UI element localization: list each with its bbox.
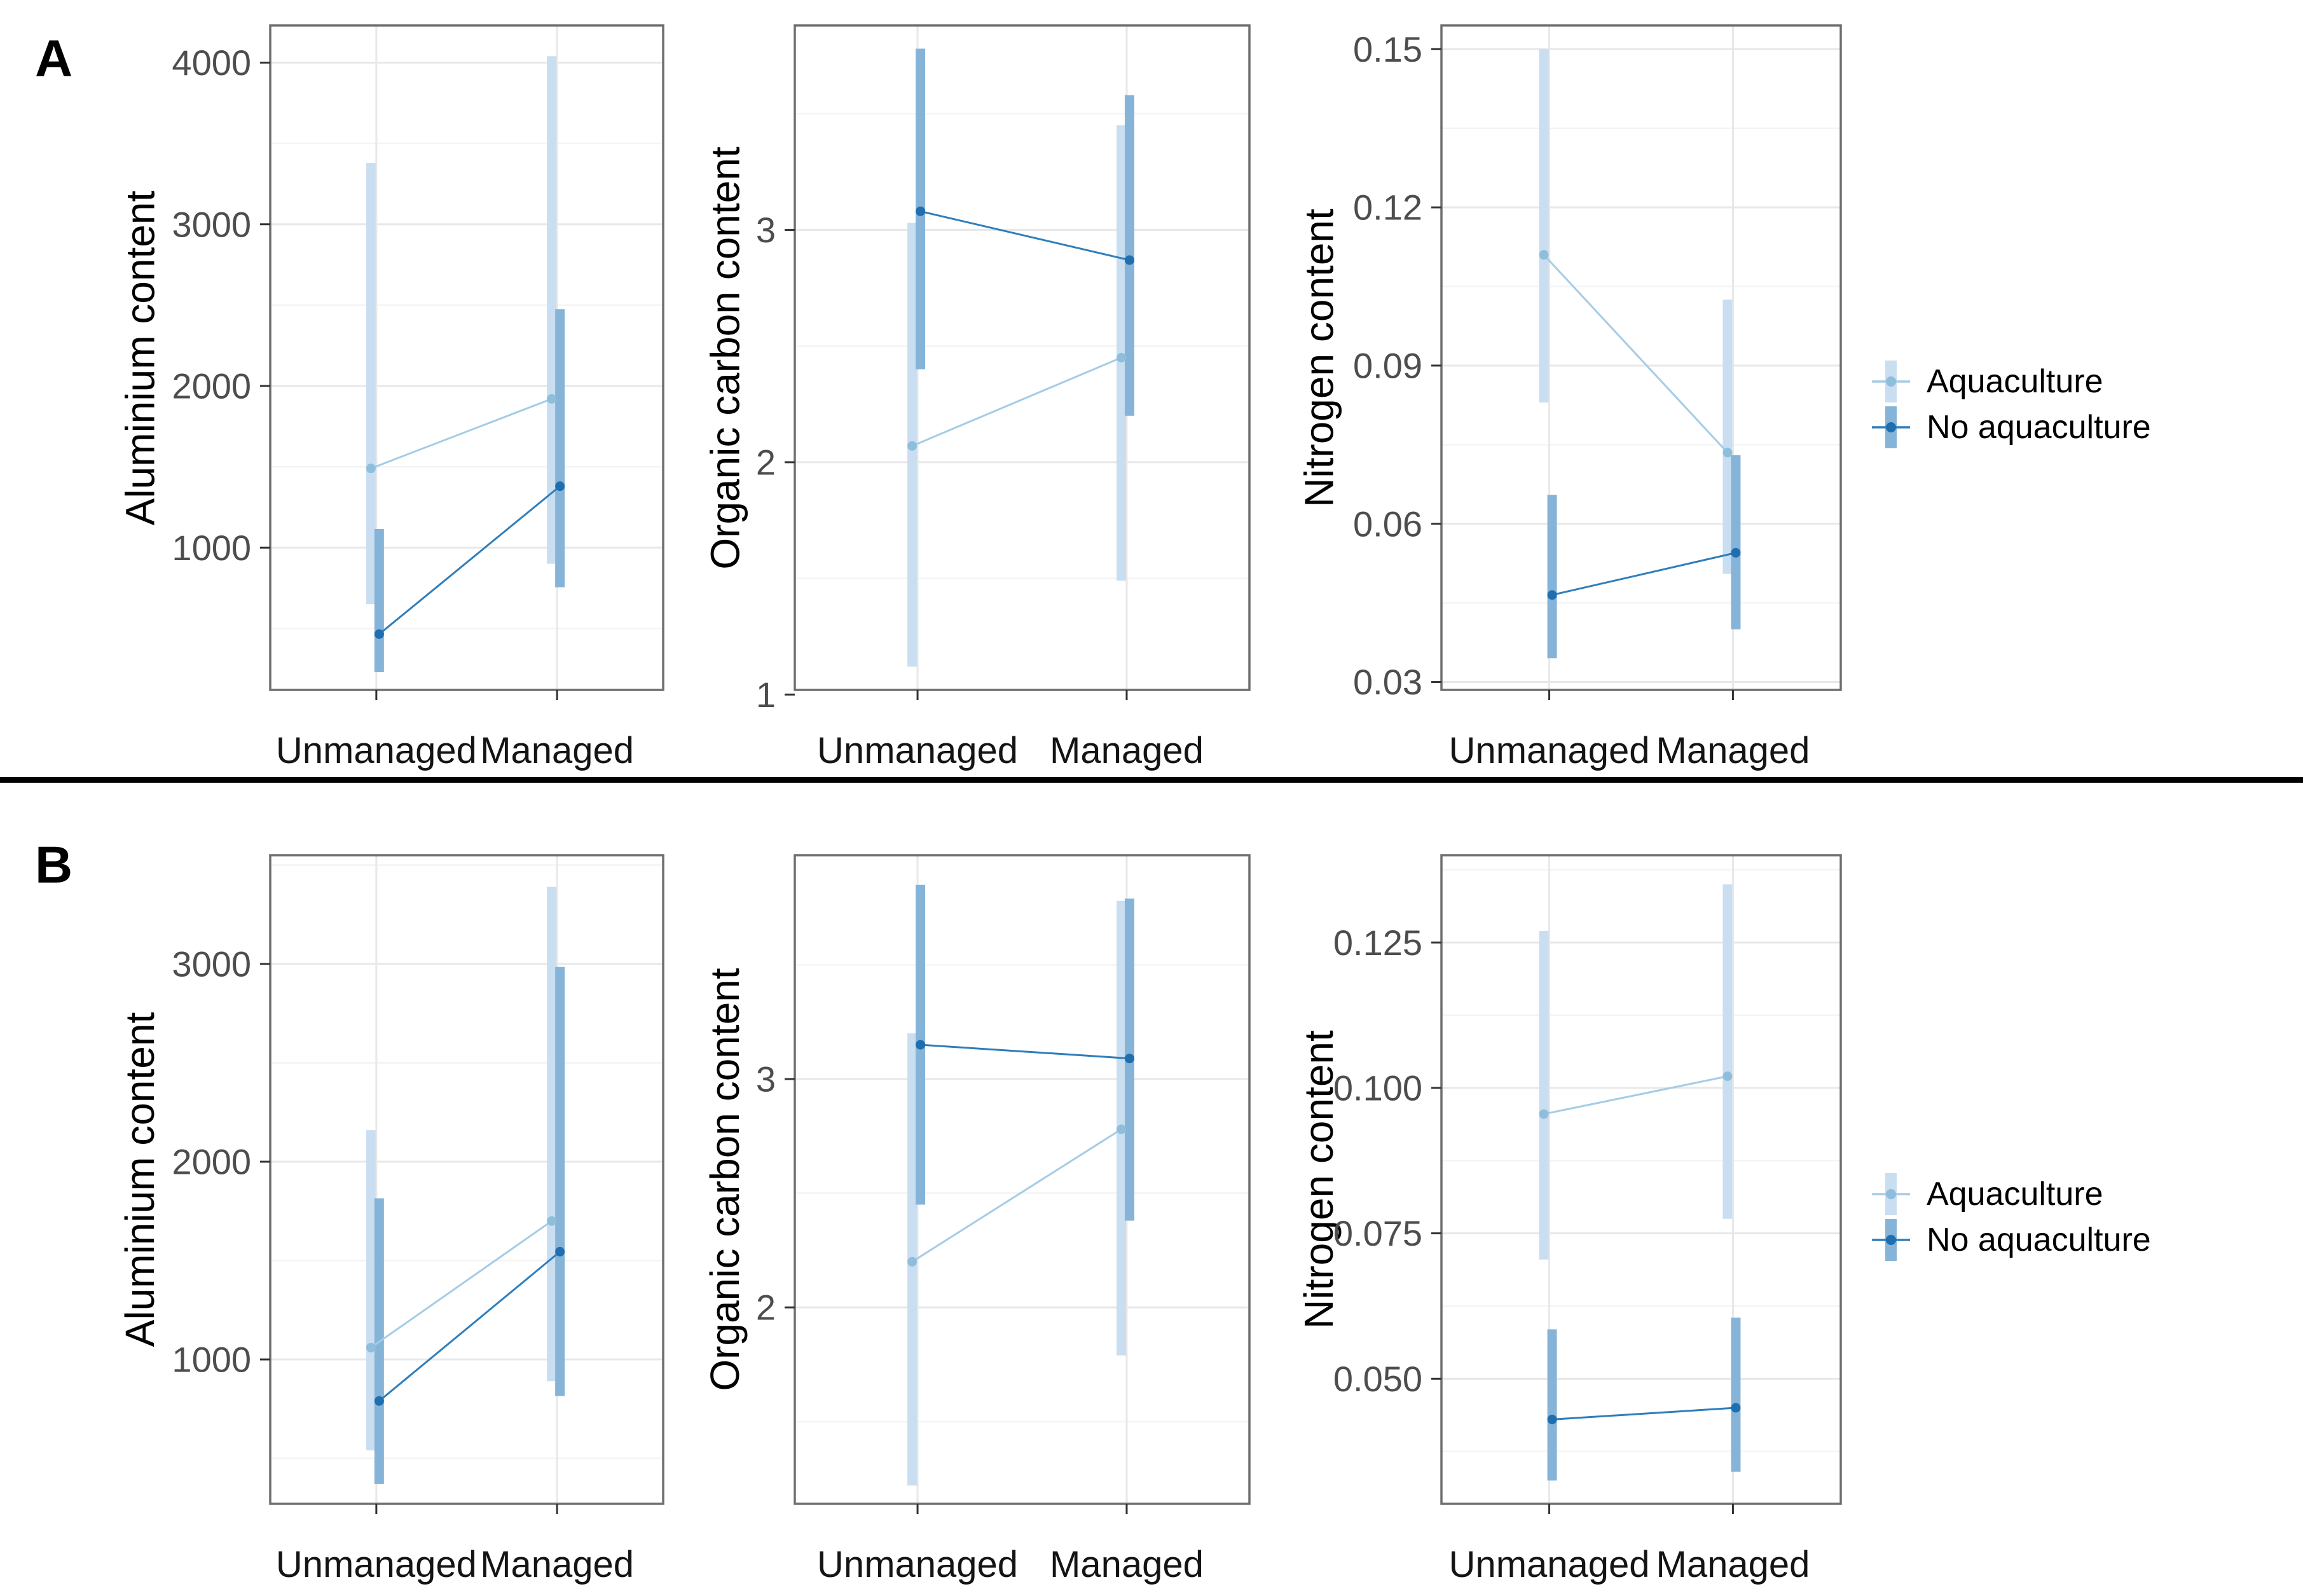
legend-label-no-aquaculture: No aquaculture: [1927, 1221, 2151, 1258]
svg-text:Unmanaged: Unmanaged: [1449, 730, 1650, 771]
no-aquaculture-key-icon: [1872, 1219, 1910, 1261]
legend-row-a: Aquaculture No aquaculture: [1871, 359, 2151, 450]
svg-text:1000: 1000: [172, 528, 251, 568]
legend-row-b: Aquaculture No aquaculture: [1871, 1171, 2151, 1263]
svg-text:0.12: 0.12: [1353, 188, 1422, 228]
svg-text:2: 2: [756, 1288, 776, 1328]
svg-text:Unmanaged: Unmanaged: [1449, 1544, 1650, 1585]
svg-text:Managed: Managed: [480, 730, 634, 771]
svg-text:3: 3: [756, 1059, 776, 1099]
panel-a-aluminium: 1000 2000 3000 4000 Unmanaged Managed: [172, 24, 664, 771]
no-aquaculture-key-icon: [1872, 406, 1910, 448]
svg-text:Unmanaged: Unmanaged: [276, 730, 477, 771]
legend-item-aquaculture: Aquaculture: [1871, 359, 2151, 404]
svg-text:0.06: 0.06: [1353, 504, 1422, 544]
row-label-b: B: [35, 836, 73, 894]
svg-text:Unmanaged: Unmanaged: [817, 730, 1018, 771]
svg-text:Managed: Managed: [1656, 730, 1810, 771]
row-separator-line: [0, 777, 2303, 783]
svg-text:0.125: 0.125: [1333, 923, 1422, 963]
svg-text:2: 2: [756, 443, 776, 483]
svg-text:0.09: 0.09: [1353, 346, 1422, 386]
svg-text:0.075: 0.075: [1333, 1213, 1422, 1253]
svg-text:3000: 3000: [172, 944, 251, 984]
legend-item-aquaculture: Aquaculture: [1871, 1171, 2151, 1217]
svg-text:2000: 2000: [172, 1142, 251, 1182]
svg-text:0.100: 0.100: [1333, 1068, 1422, 1108]
panel-b-organic-carbon: 2 3 Unmanaged Managed: [756, 854, 1251, 1585]
svg-text:2000: 2000: [172, 366, 251, 406]
panel-b-nitrogen: 0.050 0.075 0.100 0.125 Unmanaged Managed: [1333, 854, 1842, 1585]
row-label-a: A: [35, 30, 73, 88]
svg-text:Managed: Managed: [1656, 1544, 1810, 1585]
legend-label-no-aquaculture: No aquaculture: [1927, 409, 2151, 446]
svg-text:0.03: 0.03: [1353, 662, 1422, 702]
legend-item-no-aquaculture: No aquaculture: [1871, 1217, 2151, 1263]
aquaculture-key-icon: [1872, 1173, 1910, 1215]
legend-item-no-aquaculture: No aquaculture: [1871, 404, 2151, 450]
svg-text:1000: 1000: [172, 1340, 251, 1380]
svg-text:3000: 3000: [172, 204, 251, 244]
svg-text:0.15: 0.15: [1353, 29, 1422, 69]
panel-b-aluminium: 1000 2000 3000 Unmanaged Managed: [172, 854, 664, 1585]
legend-label-aquaculture: Aquaculture: [1927, 1176, 2103, 1213]
svg-text:Unmanaged: Unmanaged: [817, 1544, 1018, 1585]
panel-a-nitrogen: 0.03 0.06 0.09 0.12 0.15 Unmanaged Managed: [1353, 24, 1842, 771]
svg-text:3: 3: [756, 210, 776, 250]
svg-text:Managed: Managed: [480, 1544, 634, 1585]
svg-text:Managed: Managed: [1050, 1544, 1204, 1585]
svg-text:4000: 4000: [172, 43, 251, 83]
svg-text:Managed: Managed: [1050, 730, 1204, 771]
legend-label-aquaculture: Aquaculture: [1927, 363, 2103, 400]
aquaculture-key-icon: [1872, 361, 1910, 402]
svg-text:Unmanaged: Unmanaged: [276, 1544, 477, 1585]
svg-text:1: 1: [756, 675, 776, 715]
svg-text:0.050: 0.050: [1333, 1359, 1422, 1399]
panel-a-organic-carbon: 1 2 3 Unmanaged Managed: [756, 24, 1251, 771]
